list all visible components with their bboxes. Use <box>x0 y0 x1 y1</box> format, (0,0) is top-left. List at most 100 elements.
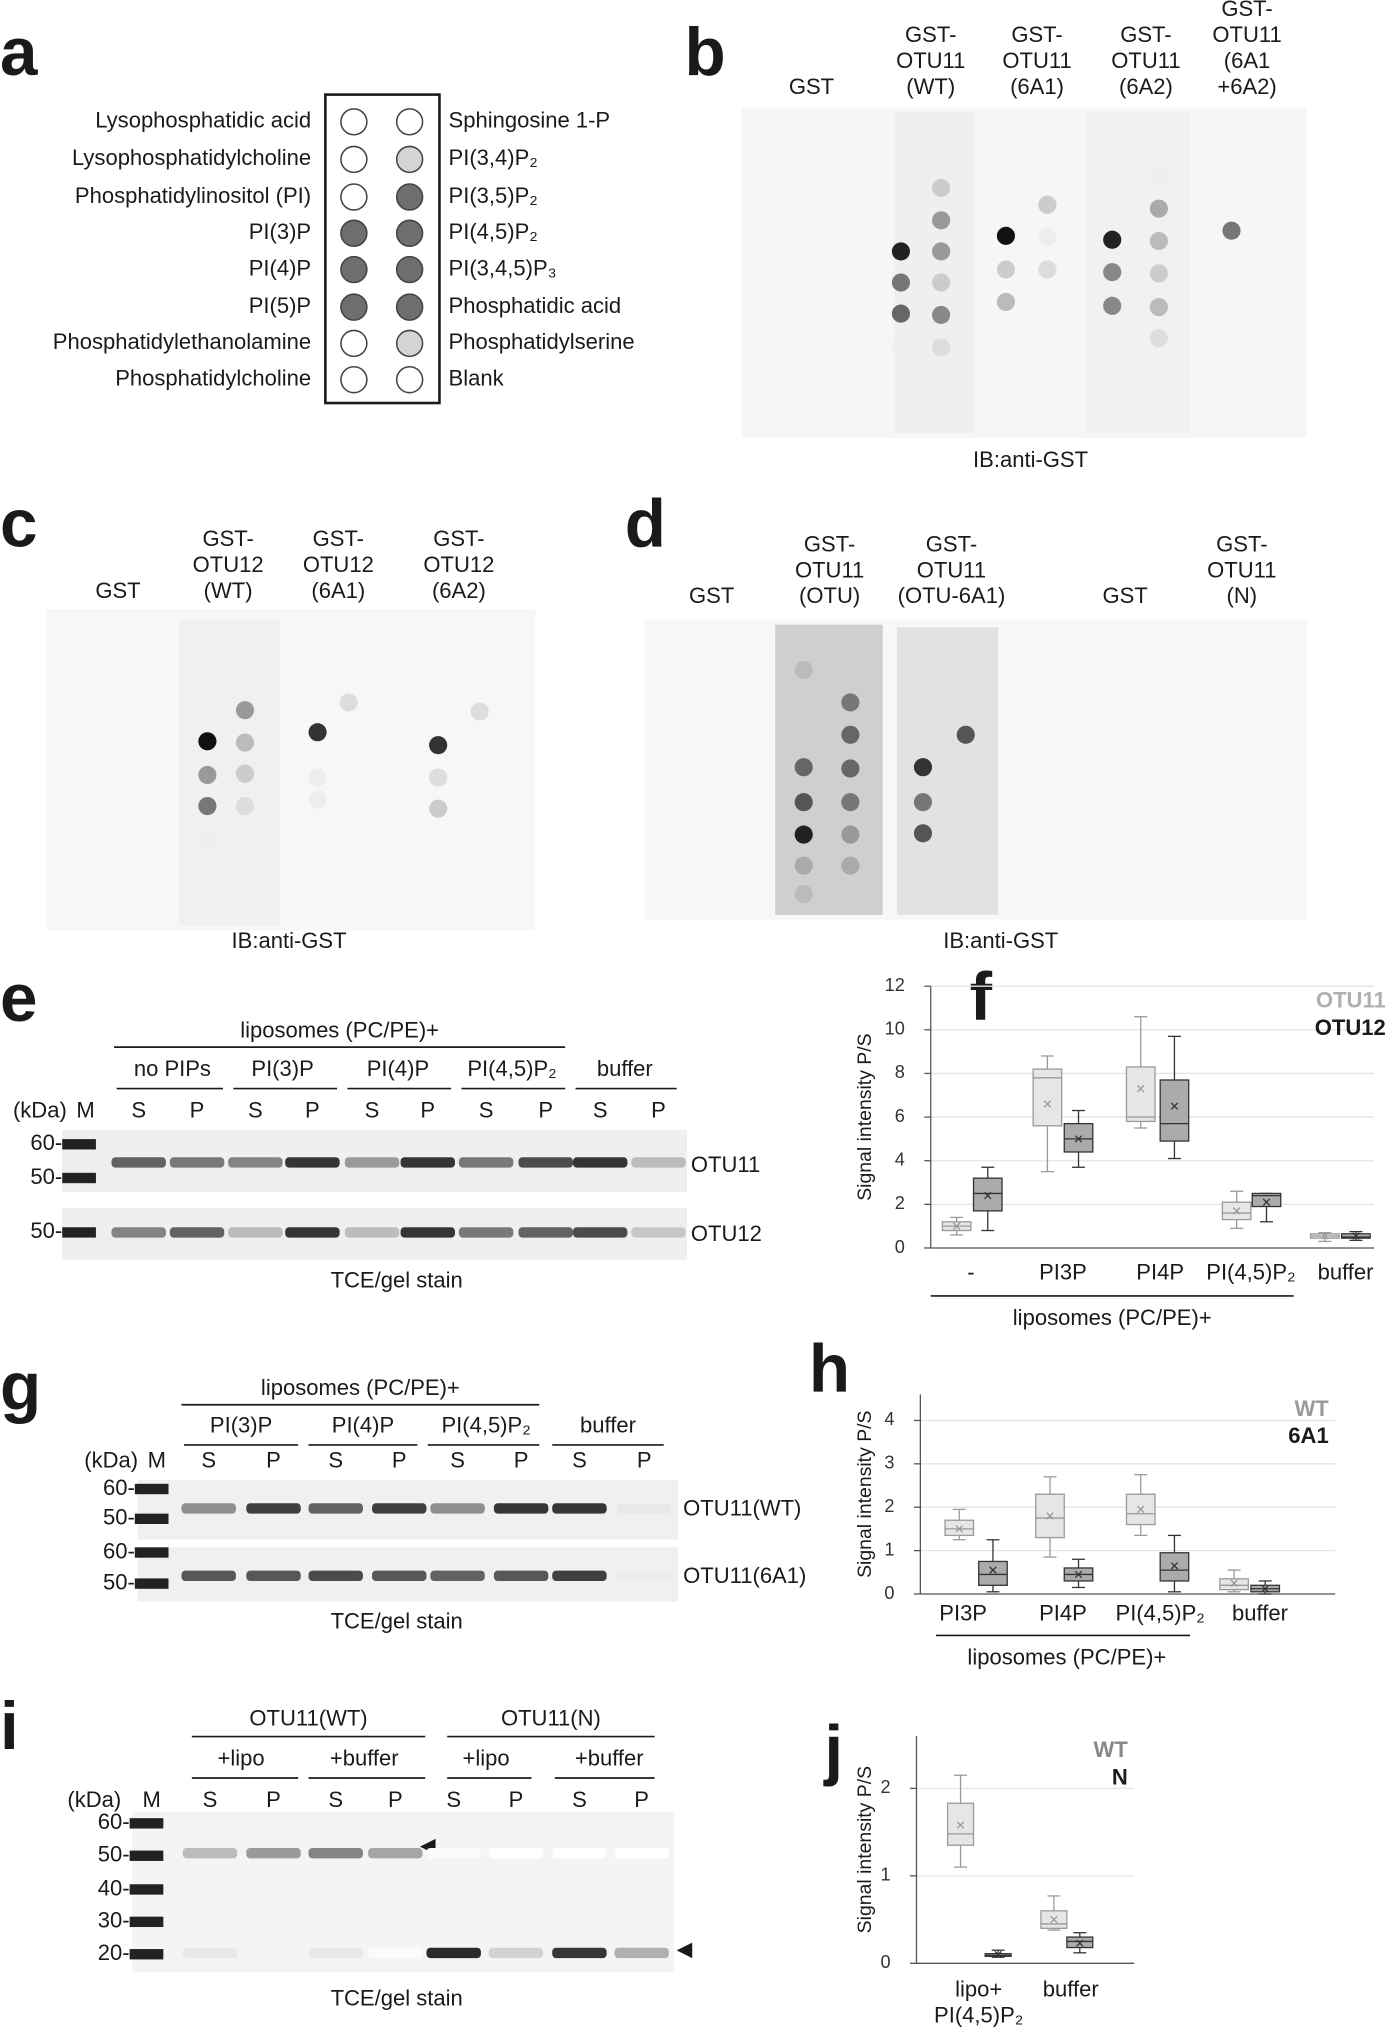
blot-dot <box>198 732 217 751</box>
y-tick-label: 12 <box>885 975 905 995</box>
label: no PIPs <box>134 1056 211 1081</box>
lane-label: GST- <box>1216 531 1267 556</box>
x-tick-label: PI4P <box>1039 1601 1087 1626</box>
label: PI(3)P <box>251 1056 313 1081</box>
gel-band <box>631 1227 686 1238</box>
caption: TCE/gel stain <box>331 1267 463 1292</box>
label: S <box>365 1098 380 1123</box>
label: P <box>388 1787 403 1812</box>
gel-band <box>493 1503 549 1514</box>
blot-dot <box>429 768 448 787</box>
label: S <box>572 1448 587 1473</box>
label: S <box>328 1448 343 1473</box>
mean-marker <box>1261 1585 1269 1593</box>
label: PI(4)P <box>249 255 311 280</box>
gel-band <box>344 1227 400 1238</box>
label: Phosphatidylserine <box>449 329 635 354</box>
blot-dot <box>891 338 910 357</box>
label: M <box>76 1098 94 1123</box>
gel-band <box>246 1947 301 1959</box>
ladder-band <box>134 1547 169 1558</box>
x-tick-label: PI3P <box>1039 1260 1087 1285</box>
label: OTU11(WT) <box>683 1496 801 1521</box>
label: P <box>305 1098 320 1123</box>
mean-marker <box>1321 1232 1329 1240</box>
lane-label: GST- <box>433 526 484 551</box>
gel-band <box>572 1227 628 1238</box>
blot-dot <box>794 856 813 875</box>
gel-band <box>308 1847 363 1859</box>
label: Phosphatidylethanolamine <box>53 329 311 354</box>
caption: IB:anti-GST <box>973 447 1088 472</box>
y-tick-label: 10 <box>885 1019 905 1039</box>
blot-dot <box>1103 296 1122 315</box>
gel-band <box>614 1947 669 1959</box>
gel-band <box>488 1847 544 1859</box>
mean-marker <box>1043 1100 1052 1108</box>
lane-label: OTU12 <box>193 552 264 577</box>
blot-dot <box>1149 264 1168 283</box>
y-axis-label: Signal intensity P/S <box>854 1766 876 1933</box>
lane-label: GST- <box>1011 22 1062 47</box>
label: P <box>420 1098 435 1123</box>
label: OTU11(WT) <box>249 1705 367 1730</box>
caption: IB:anti-GST <box>943 928 1058 953</box>
blot-dot <box>235 701 255 720</box>
blot-dot <box>1038 195 1057 214</box>
gel-band <box>308 1503 363 1514</box>
blot-dot <box>794 660 813 680</box>
blot-dot <box>198 829 217 848</box>
gel-band <box>518 1157 573 1168</box>
gel-band <box>228 1157 283 1168</box>
blot-dot <box>794 885 813 904</box>
ladder-label: 50- <box>103 1505 135 1530</box>
box <box>1251 1192 1282 1208</box>
label: liposomes (PC/PE)+ <box>240 1017 439 1042</box>
spot <box>395 183 424 211</box>
label: PI(4,5)P₂ <box>449 219 538 244</box>
label: PI(3,4)P₂ <box>449 145 538 170</box>
gel-band <box>246 1570 301 1582</box>
label: S <box>248 1098 263 1123</box>
gel <box>132 1811 675 1973</box>
panel-letter: b <box>684 15 725 90</box>
x-tick-label: PI3P <box>939 1601 987 1626</box>
gel-band <box>617 1570 672 1582</box>
gel-band <box>426 1847 481 1859</box>
spot <box>340 255 368 284</box>
lane-label: GST- <box>1221 0 1272 21</box>
blot-dot <box>996 260 1015 279</box>
y-tick-label: 4 <box>884 1409 894 1429</box>
gel-band <box>458 1227 514 1238</box>
panel-letter: d <box>625 487 666 562</box>
panel-letter: a <box>0 15 38 90</box>
box <box>1159 1079 1190 1142</box>
label: P <box>651 1098 666 1123</box>
gel-band <box>400 1157 455 1168</box>
blot-dot <box>1103 263 1122 282</box>
blot-dot <box>1149 231 1168 251</box>
spot <box>395 145 424 174</box>
blot-dot <box>891 273 910 292</box>
box <box>1159 1552 1190 1582</box>
panel-letter: e <box>0 961 37 1036</box>
x-tick-label: PI(4,5)P₂ <box>1206 1260 1295 1285</box>
ladder-label: 50- <box>103 1569 135 1594</box>
blot-dot <box>932 338 951 357</box>
lane-label: GST- <box>313 526 364 551</box>
gel-band <box>552 1847 607 1859</box>
blot-dot <box>1222 221 1241 240</box>
blot-dot <box>1149 199 1168 218</box>
ladder-label: 60- <box>98 1809 130 1834</box>
label: PI(3)P <box>210 1413 272 1438</box>
box <box>944 1519 975 1537</box>
label: P <box>509 1787 524 1812</box>
ladder-label: 50- <box>98 1842 130 1867</box>
gel-band <box>111 1157 166 1168</box>
gel-band <box>111 1227 166 1238</box>
gel-band <box>458 1157 514 1168</box>
blot-dot <box>794 758 813 777</box>
mean-marker <box>1232 1207 1241 1215</box>
gel-band <box>493 1570 549 1582</box>
